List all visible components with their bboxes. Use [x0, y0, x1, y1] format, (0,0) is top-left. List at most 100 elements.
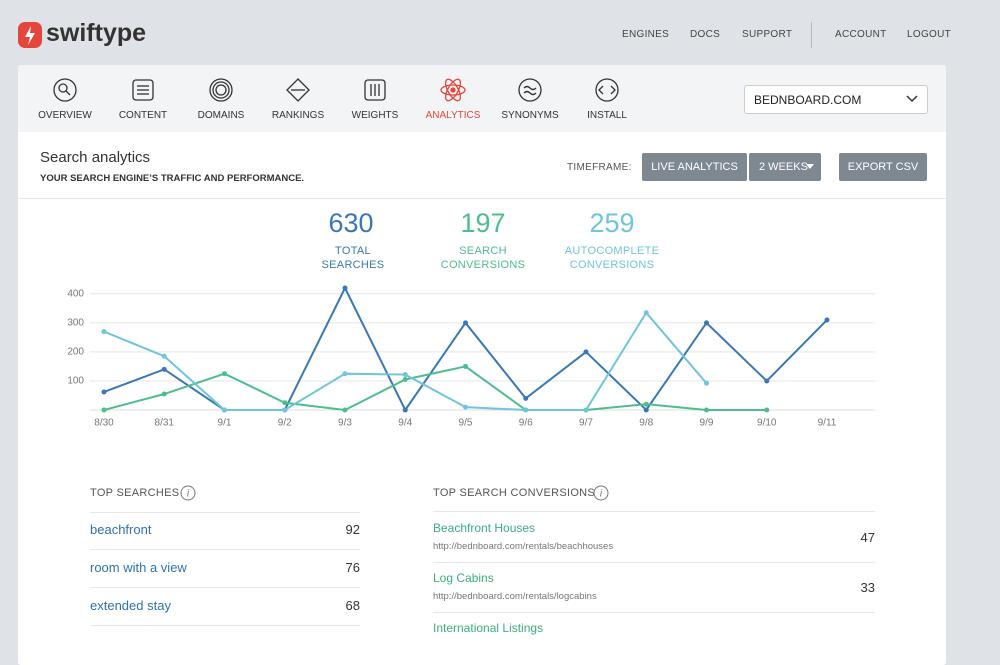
point	[704, 380, 709, 386]
point	[643, 407, 649, 413]
conversion-url: http://bednboard.com/rentals/beachhouses	[433, 541, 614, 552]
x-tick-label: 9/4	[398, 418, 412, 429]
point	[643, 310, 649, 316]
nav-link[interactable]: SUPPORT	[742, 29, 793, 40]
x-tick-label: 9/9	[700, 418, 714, 429]
point	[402, 407, 408, 413]
point	[161, 353, 167, 359]
y-tick-label: 400	[67, 288, 84, 299]
caret	[806, 164, 814, 169]
logo-icon	[18, 22, 42, 48]
x-tick-label: 9/8	[639, 418, 653, 429]
point	[643, 401, 649, 407]
conversion-name[interactable]: Beachfront Houses	[433, 521, 536, 535]
logo: swiftype	[46, 19, 147, 47]
point	[282, 400, 288, 406]
tab[interactable]: SYNONYMS	[501, 110, 559, 121]
series-line	[103, 310, 708, 411]
point	[704, 407, 709, 413]
stat-value: 197	[460, 208, 506, 238]
point	[222, 371, 227, 377]
point	[523, 407, 529, 413]
point	[342, 371, 348, 377]
nav-link[interactable]: LOGOUT	[907, 29, 952, 40]
nav-link[interactable]: ACCOUNT	[835, 29, 887, 40]
point	[463, 404, 468, 410]
engine-select-label: BEDNBOARD.COM	[754, 93, 862, 107]
x-tick-label: 9/3	[338, 418, 352, 429]
separator	[90, 587, 360, 588]
x-tick-label: 9/7	[579, 418, 593, 429]
point	[704, 320, 709, 326]
point	[161, 366, 167, 372]
nav-link[interactable]: DOCS	[690, 29, 721, 40]
stat-label: SEARCH CONVERSIONS	[440, 245, 526, 271]
info-icon[interactable]: i	[593, 485, 609, 501]
button[interactable]: LIVE ANALYTICS	[642, 153, 747, 181]
stat-value: 259	[589, 208, 635, 238]
timeframe-label: TIMEFRAME:	[567, 162, 632, 173]
conversion-name[interactable]: International Listings	[433, 621, 544, 635]
separator	[433, 612, 875, 613]
divider	[811, 22, 812, 48]
point	[342, 285, 348, 291]
tab[interactable]: DOMAINS	[197, 110, 245, 121]
stat-value: 630	[328, 208, 374, 238]
page-subtitle: YOUR SEARCH ENGINE’S TRAFFIC AND PERFORM…	[40, 173, 305, 184]
svg-text:i: i	[187, 489, 190, 500]
series-line	[103, 285, 828, 412]
nav-link[interactable]: ENGINES	[622, 29, 670, 40]
x-tick-label: 9/1	[218, 418, 232, 429]
point	[101, 407, 107, 413]
separator	[90, 512, 360, 513]
point	[342, 407, 348, 413]
tab[interactable]: RANKINGS	[271, 110, 325, 121]
conversion-count: 33	[860, 580, 875, 595]
point	[282, 407, 288, 413]
tab[interactable]: OVERVIEW	[38, 110, 92, 121]
engine-select[interactable]	[744, 85, 928, 114]
tab[interactable]: INSTALL	[587, 110, 627, 121]
point	[463, 320, 468, 326]
point	[222, 407, 227, 413]
x-tick-label: 9/5	[459, 418, 473, 429]
chart: 100 200 300 400 8/30 8/31 9/1 9/2 9/3 9/4 9/5 9/6 9/…	[67, 285, 875, 429]
tab[interactable]: WEIGHTS	[351, 110, 399, 121]
point	[161, 391, 167, 397]
divider	[18, 198, 946, 199]
point	[101, 389, 107, 395]
search-term[interactable]: extended stay	[90, 598, 171, 613]
search-term[interactable]: beachfront	[90, 522, 152, 537]
separator	[90, 549, 360, 550]
point	[764, 378, 770, 384]
separator	[433, 562, 875, 563]
series-line	[103, 365, 767, 412]
point	[583, 349, 589, 355]
page-title: Search analytics	[40, 149, 151, 166]
search-count: 76	[345, 560, 360, 575]
button[interactable]: EXPORT CSV	[839, 153, 927, 181]
x-tick-label: 9/10	[757, 418, 777, 429]
x-tick-label: 8/30	[94, 418, 114, 429]
section-title: TOP SEARCH CONVERSIONS	[433, 487, 596, 499]
page: swiftype ENGINES DOCS SUPPORT ACCOUNT LO…	[18, 19, 952, 665]
conversion-count: 47	[860, 530, 875, 545]
stat-label: TOTAL SEARCHES	[321, 245, 385, 271]
tab-icons	[53, 78, 619, 102]
chevron	[906, 95, 918, 103]
info-icon[interactable]: i	[180, 485, 196, 501]
section-title: TOP SEARCHES	[90, 487, 180, 499]
tab-active[interactable]: ANALYTICS	[425, 110, 481, 121]
x-tick-label: 8/31	[155, 418, 175, 429]
tab[interactable]: CONTENT	[118, 110, 168, 121]
search-term[interactable]: room with a view	[90, 560, 187, 575]
y-tick-label: 300	[67, 317, 84, 328]
point	[402, 377, 408, 382]
y-tick-label: 200	[67, 347, 84, 358]
separator	[90, 625, 360, 626]
stat-label: AUTOCOMPLETE CONVERSIONS	[564, 245, 660, 271]
point	[523, 395, 529, 401]
conversion-name[interactable]: Log Cabins	[433, 571, 494, 585]
point	[764, 407, 770, 413]
point	[583, 407, 589, 413]
